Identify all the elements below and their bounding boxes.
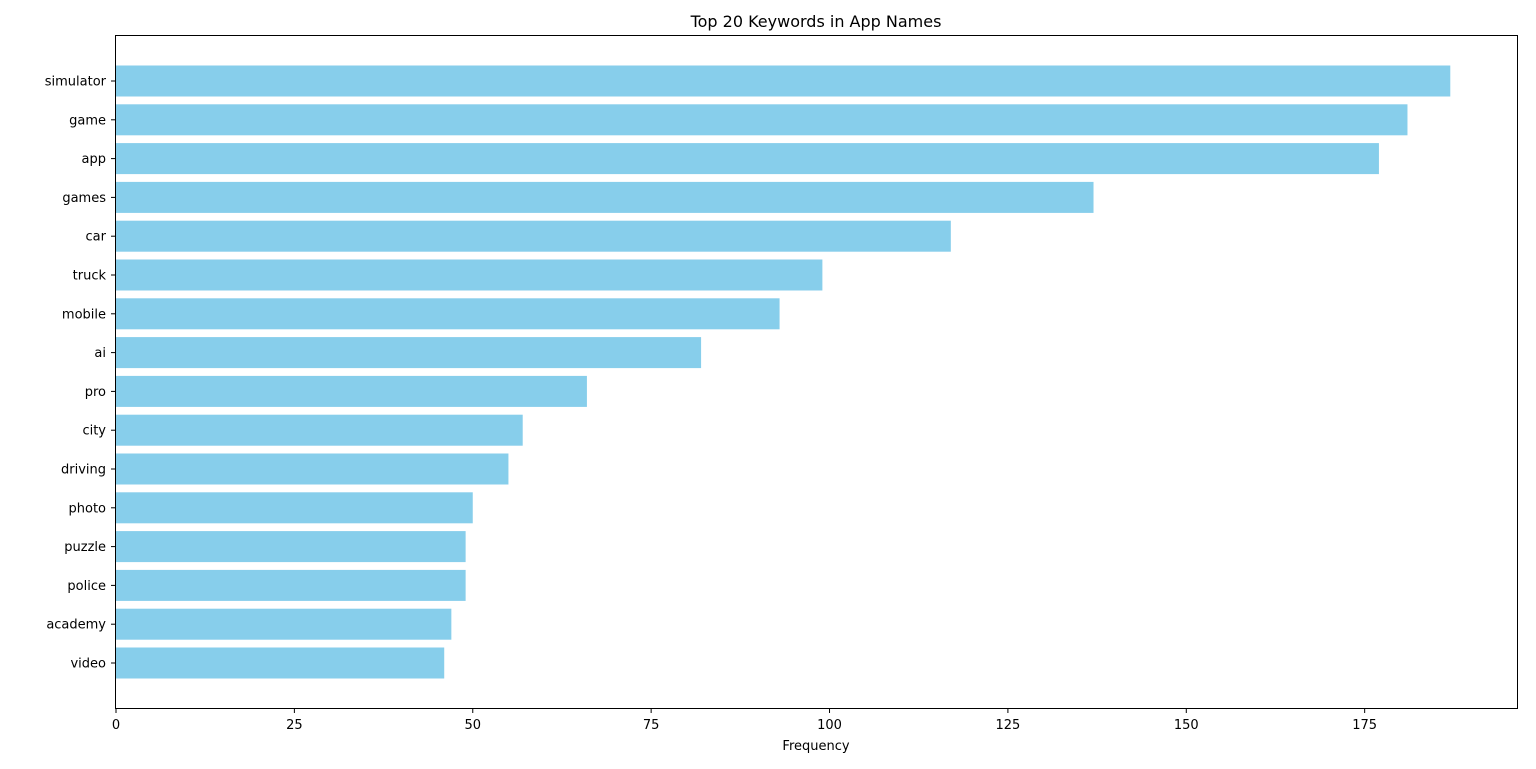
bar-mobile <box>116 298 780 330</box>
y-tick-label: truck <box>73 269 107 284</box>
y-tick-label: academy <box>46 618 106 633</box>
y-tick-label: police <box>67 579 106 594</box>
y-tick-label: mobile <box>62 307 106 322</box>
bar-game <box>116 104 1408 136</box>
y-tick-label: driving <box>61 463 106 478</box>
y-tick-label: app <box>82 152 106 167</box>
bar-puzzle <box>116 531 466 563</box>
bar-pro <box>116 375 587 407</box>
bar-video <box>116 647 445 679</box>
bar-ai <box>116 337 702 369</box>
x-tick-label: 25 <box>286 718 303 733</box>
x-axis: 0 25 50 75 100 125 150 175 <box>112 708 1377 733</box>
bar-photo <box>116 492 473 524</box>
y-tick-label: games <box>62 191 106 206</box>
x-tick-label: 75 <box>643 718 660 733</box>
chart-title: Top 20 Keywords in App Names <box>690 12 942 31</box>
bar-simulator <box>116 65 1451 97</box>
bar-driving <box>116 453 509 485</box>
y-tick-label: pro <box>85 385 106 400</box>
x-tick-label: 0 <box>112 718 120 733</box>
bar-city <box>116 414 523 446</box>
y-tick-label: city <box>82 424 106 439</box>
bar-car <box>116 220 951 252</box>
bar-games <box>116 181 1094 213</box>
y-tick-label: game <box>69 113 106 128</box>
x-tick-label: 150 <box>1174 718 1199 733</box>
x-tick-label: 100 <box>817 718 842 733</box>
y-tick-label: video <box>70 657 106 672</box>
bar-truck <box>116 259 823 291</box>
bars-layer <box>116 65 1451 679</box>
y-tick-label: ai <box>94 346 106 361</box>
bar-academy <box>116 608 452 640</box>
bar-police <box>116 569 466 601</box>
x-tick-label: 50 <box>464 718 481 733</box>
plot-frame <box>115 35 1518 709</box>
y-tick-label: simulator <box>45 75 107 90</box>
y-tick-label: car <box>86 230 107 245</box>
x-tick-label: 175 <box>1352 718 1377 733</box>
y-tick-label: puzzle <box>64 540 106 555</box>
y-axis: simulator game app games car truck mobile ai pro… <box>45 75 116 672</box>
y-tick-label: photo <box>69 501 107 516</box>
x-tick-label: 125 <box>995 718 1020 733</box>
x-axis-title: Frequency <box>782 739 849 754</box>
bar-app <box>116 143 1379 175</box>
